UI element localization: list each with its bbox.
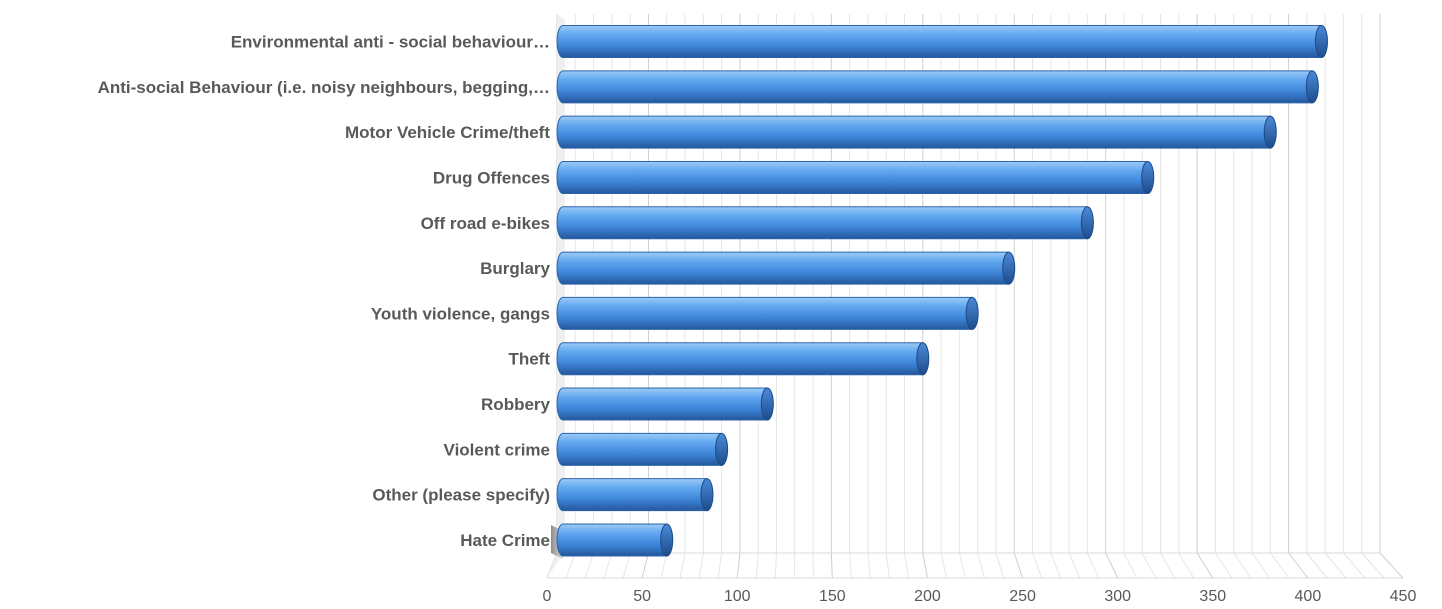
bar-cap <box>1002 251 1016 285</box>
bar-body <box>556 206 1088 240</box>
gridline <box>1306 14 1328 579</box>
x-tick-label: 250 <box>1009 588 1036 605</box>
gridline <box>1214 14 1233 579</box>
gridline <box>1032 14 1043 579</box>
bar-cap <box>1141 160 1155 194</box>
gridline <box>1251 14 1271 579</box>
bar <box>556 251 1016 285</box>
bar <box>556 342 930 376</box>
category-label: Anti-social Behaviour (i.e. noisy neighb… <box>98 78 550 97</box>
bar-cap <box>965 296 979 330</box>
gridline <box>1269 14 1290 579</box>
category-label: Hate Crime <box>460 531 550 550</box>
bar-cap <box>760 387 774 421</box>
bar <box>556 387 774 421</box>
category-label: Environmental anti - social behaviour… <box>231 33 550 52</box>
bar-body <box>556 70 1313 104</box>
gridline <box>1288 14 1309 579</box>
bar-cap <box>1314 25 1328 58</box>
gridline <box>1233 14 1252 579</box>
x-tick-label: 450 <box>1390 588 1417 605</box>
category-label: Robbery <box>481 395 551 414</box>
bar-cap <box>715 432 729 466</box>
category-label: Burglary <box>480 259 550 278</box>
gridline <box>1379 14 1404 579</box>
x-tick-label: 50 <box>633 588 651 605</box>
bar <box>556 115 1277 149</box>
bar-cap <box>1263 115 1277 149</box>
x-tick-label: 0 <box>543 588 552 605</box>
x-tick-label: 200 <box>914 588 941 605</box>
category-labels: Environmental anti - social behaviour… An… <box>98 33 551 551</box>
x-tick-label: 100 <box>724 588 751 605</box>
x-axis-tick-labels: 0 50 100 150 200 250 300 350 400 450 <box>543 588 1417 605</box>
category-label: Off road e-bikes <box>421 214 550 233</box>
gridline <box>1013 14 1024 579</box>
category-label: Violent crime <box>444 440 550 459</box>
category-label: Youth violence, gangs <box>371 304 550 323</box>
gridline <box>1361 14 1385 579</box>
bar-body <box>556 523 668 557</box>
bar-cap <box>700 478 714 512</box>
bar-cap <box>916 342 930 376</box>
bar-body <box>556 115 1271 149</box>
gridline <box>1068 14 1081 579</box>
bar-cap <box>660 523 674 557</box>
bar <box>556 160 1155 194</box>
gridline <box>1123 14 1138 579</box>
bar-body <box>556 478 708 512</box>
bar-body <box>556 387 768 421</box>
gridline <box>1196 14 1214 579</box>
gridline <box>1178 14 1195 579</box>
x-tick-label: 300 <box>1104 588 1131 605</box>
bar <box>556 523 674 557</box>
gridline <box>1105 14 1119 579</box>
bar <box>556 206 1094 240</box>
category-label: Theft <box>508 350 550 369</box>
bars <box>556 25 1328 557</box>
x-tick-label: 400 <box>1295 588 1322 605</box>
bar-body <box>556 342 924 376</box>
bar-body <box>556 296 973 330</box>
gridline <box>1086 14 1100 579</box>
bar <box>556 25 1328 58</box>
bar <box>556 70 1319 104</box>
gridline <box>1160 14 1176 579</box>
gridline <box>1324 14 1347 579</box>
category-label: Other (please specify) <box>372 486 550 505</box>
category-label: Motor Vehicle Crime/theft <box>345 123 550 142</box>
bar-body <box>556 251 1010 285</box>
gridline <box>1141 14 1157 579</box>
category-label: Drug Offences <box>433 168 550 187</box>
bar-body <box>556 160 1149 194</box>
gridline <box>1050 14 1062 579</box>
bar-cap <box>1305 70 1319 104</box>
bar-body <box>556 432 723 466</box>
bar-body <box>556 25 1322 58</box>
bar <box>556 478 714 512</box>
bar <box>556 432 729 466</box>
x-tick-label: 150 <box>819 588 846 605</box>
gridline <box>1342 14 1366 579</box>
x-tick-label: 350 <box>1199 588 1226 605</box>
bar <box>556 296 979 330</box>
bar-cap <box>1080 206 1094 240</box>
